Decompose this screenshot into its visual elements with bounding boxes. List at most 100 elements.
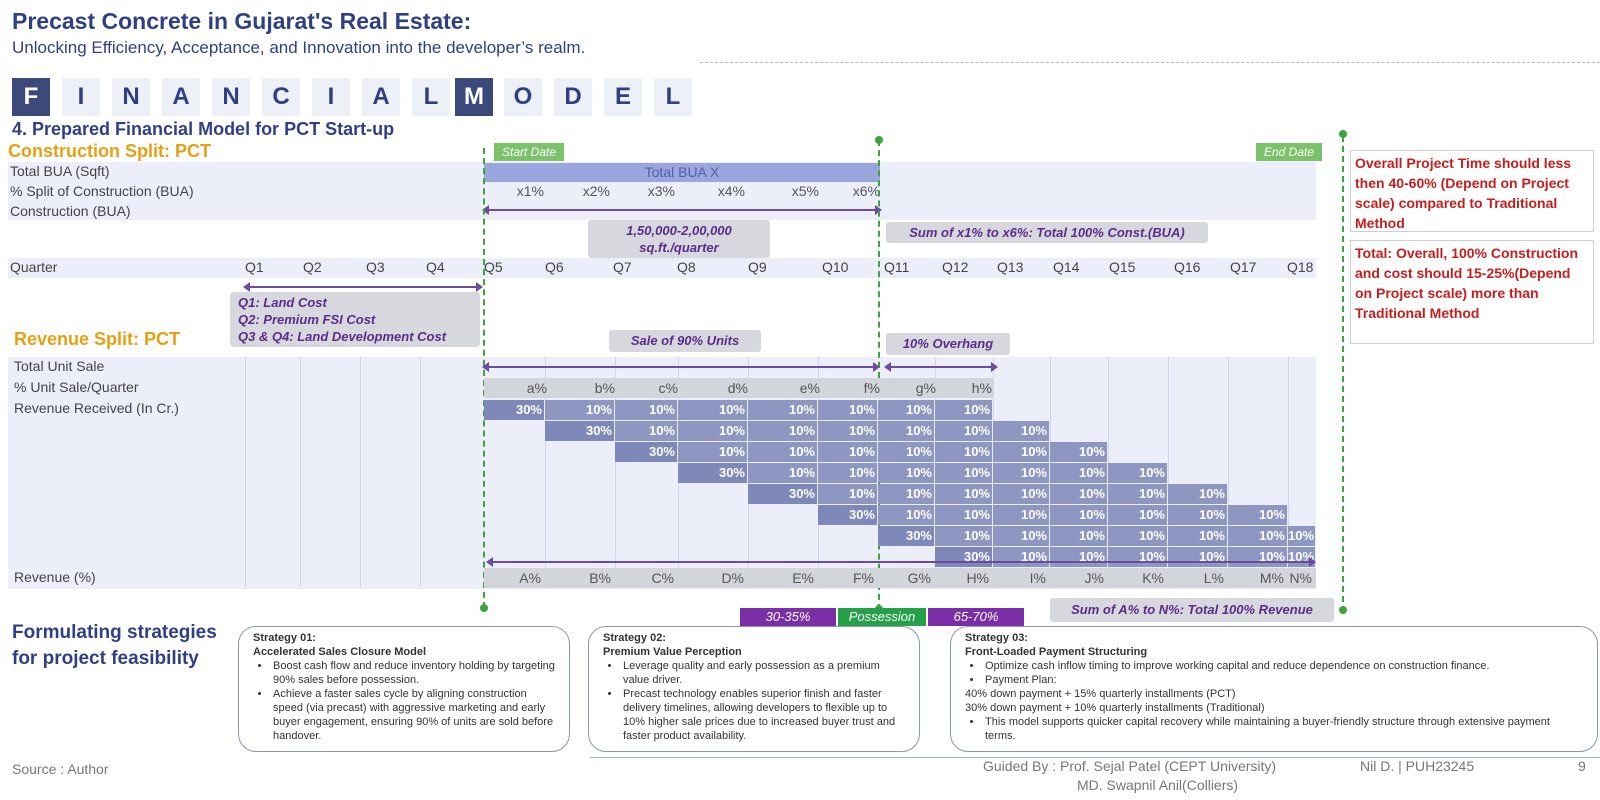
revenue-cell: 10%	[993, 442, 1050, 462]
quarter-label: Q10	[822, 259, 849, 275]
strategy-bullet: Optimize cash inflow timing to improve w…	[983, 659, 1583, 673]
revenue-cell: 10%	[993, 505, 1050, 525]
banner-letter: F	[12, 78, 50, 116]
unit-sale-pct: e%	[799, 380, 820, 396]
premium-fsi-line: Q2: Premium FSI Cost	[238, 312, 376, 327]
revenue-pct: L%	[1203, 570, 1224, 586]
header-divider	[700, 62, 1600, 63]
unit-sale-pct: c%	[658, 380, 678, 396]
construction-split-pct: x2%	[582, 183, 610, 199]
revenue-cell: 10%	[1168, 547, 1228, 567]
end-date-tag: End Date	[1256, 143, 1323, 161]
revenue-cell: 10%	[935, 526, 993, 546]
row-label-split-construction: % Split of Construction (BUA)	[10, 183, 194, 199]
unit-sale-row-bg	[484, 378, 994, 398]
strategy-02-box: Strategy 02: Premium Value Perception Le…	[588, 626, 920, 752]
revenue-pct: K%	[1142, 570, 1164, 586]
unit-sale-pct: f%	[863, 380, 880, 396]
revenue-pct: B%	[589, 570, 611, 586]
revenue-cell: 10%	[993, 526, 1050, 546]
revenue-cell: 10%	[878, 421, 935, 441]
footer-guided-by-2: MD. Swapnil Anil(Colliers)	[1077, 777, 1239, 793]
strategy-number: Strategy 01:	[253, 632, 316, 644]
end-top-dot	[1339, 130, 1347, 138]
revenue-split-heading: Revenue Split: PCT	[14, 329, 181, 349]
section-title: 4. Prepared Financial Model for PCT Star…	[12, 119, 395, 139]
row-label-total-bua: Total BUA (Sqft)	[10, 163, 110, 179]
revenue-pct: D%	[721, 570, 744, 586]
revenue-pct: G%	[907, 570, 931, 586]
row-label-revenue-received: Revenue Received (In Cr.)	[14, 400, 179, 416]
quarter-label: Q7	[613, 259, 632, 275]
quarter-label: Q13	[997, 259, 1024, 275]
footer-source: Source : Author	[12, 761, 109, 777]
quarter-label: Q18	[1287, 259, 1314, 275]
construction-split-pct: x5%	[791, 183, 819, 199]
project-cost-note: Total: Overall, 100% Construction and co…	[1350, 240, 1594, 344]
quarter-label: Q6	[545, 259, 564, 275]
revenue-cell: 10%	[878, 463, 935, 483]
revenue-cell: 10%	[935, 484, 993, 504]
revenue-cell: 10%	[1108, 547, 1168, 567]
page-subtitle: Unlocking Efficiency, Acceptance, and In…	[12, 38, 586, 57]
page-title: Precast Concrete in Gujarat's Real Estat…	[12, 8, 472, 34]
revenue-cell: 10%	[615, 400, 678, 420]
revenue-cell: 10%	[935, 442, 993, 462]
unit-sale-pct: h%	[971, 380, 992, 396]
row-label-total-unit-sale: Total Unit Sale	[14, 358, 105, 374]
revenue-pct-row-bg	[484, 568, 1316, 588]
banner-letter: C	[262, 78, 300, 116]
construction-split-pct: x4%	[717, 183, 745, 199]
land-cost-line: Q1: Land Cost	[238, 295, 327, 310]
revenue-cell: 10%	[818, 484, 878, 504]
strategy-bullet: Achieve a faster sales cycle by aligning…	[271, 687, 555, 743]
revenue-cell: 10%	[1108, 463, 1168, 483]
banner-letter: I	[312, 78, 350, 116]
revenue-cell: 10%	[678, 421, 748, 441]
unit-sale-pct: b%	[594, 380, 615, 396]
strategies-heading: Formulating strategies for project feasi…	[12, 622, 217, 669]
revenue-span-arrow	[486, 557, 1316, 567]
revenue-cell: 10%	[1050, 526, 1108, 546]
start-date-tag: Start Date	[494, 143, 565, 161]
revenue-cell: 10%	[748, 463, 818, 483]
revenue-cell: 10%	[878, 505, 935, 525]
revenue-pct: M%	[1259, 570, 1284, 586]
revenue-cell: 10%	[878, 484, 935, 504]
land-development-line: Q3 & Q4: Land Development Cost	[238, 329, 447, 344]
banner-letter: I	[62, 78, 100, 116]
strategy-01-box: Strategy 01: Accelerated Sales Closure M…	[238, 626, 570, 752]
total-bua-bar: Total BUA X	[484, 163, 880, 182]
strategy-number: Strategy 02:	[603, 632, 666, 644]
revenue-cell: 10%	[993, 484, 1050, 504]
banner-letter: L	[412, 78, 450, 116]
revenue-cell: 30%	[818, 505, 878, 525]
strategy-bullet: Leverage quality and early possession as…	[621, 659, 905, 687]
banner-letter: N	[212, 78, 250, 116]
quarter-label: Q4	[426, 259, 445, 275]
quarter-label: Q14	[1053, 259, 1080, 275]
payment-plan-pct: 40% down payment + 15% quarterly install…	[965, 688, 1236, 700]
quarter-label: Q1	[245, 259, 264, 275]
quarter-label: Q5	[484, 259, 503, 275]
revenue-pct: E%	[792, 570, 814, 586]
sale-span-arrow	[482, 362, 880, 372]
revenue-cell: 10%	[1288, 526, 1316, 546]
revenue-cell: 10%	[545, 400, 615, 420]
revenue-pct: C%	[651, 570, 674, 586]
banner-letter: A	[162, 78, 200, 116]
construction-span-arrow	[482, 205, 882, 215]
banner-letter: L	[654, 78, 692, 116]
revenue-cell: 10%	[1050, 463, 1108, 483]
construction-split-pct: x3%	[647, 183, 675, 199]
revenue-cell: 30%	[484, 400, 545, 420]
quarter-label: Q11	[884, 259, 910, 275]
construction-sum-note: Sum of x1% to x6%: Total 100% Const.(BUA…	[886, 222, 1208, 243]
post-possession-share-tag: 65-70%	[928, 608, 1024, 626]
revenue-cell: 10%	[1108, 526, 1168, 546]
quarter-label: Q3	[366, 259, 385, 275]
revenue-cell: 10%	[818, 421, 878, 441]
revenue-cell: 10%	[878, 442, 935, 462]
quarter-label: Q15	[1109, 259, 1136, 275]
quarter-band	[8, 258, 1316, 278]
